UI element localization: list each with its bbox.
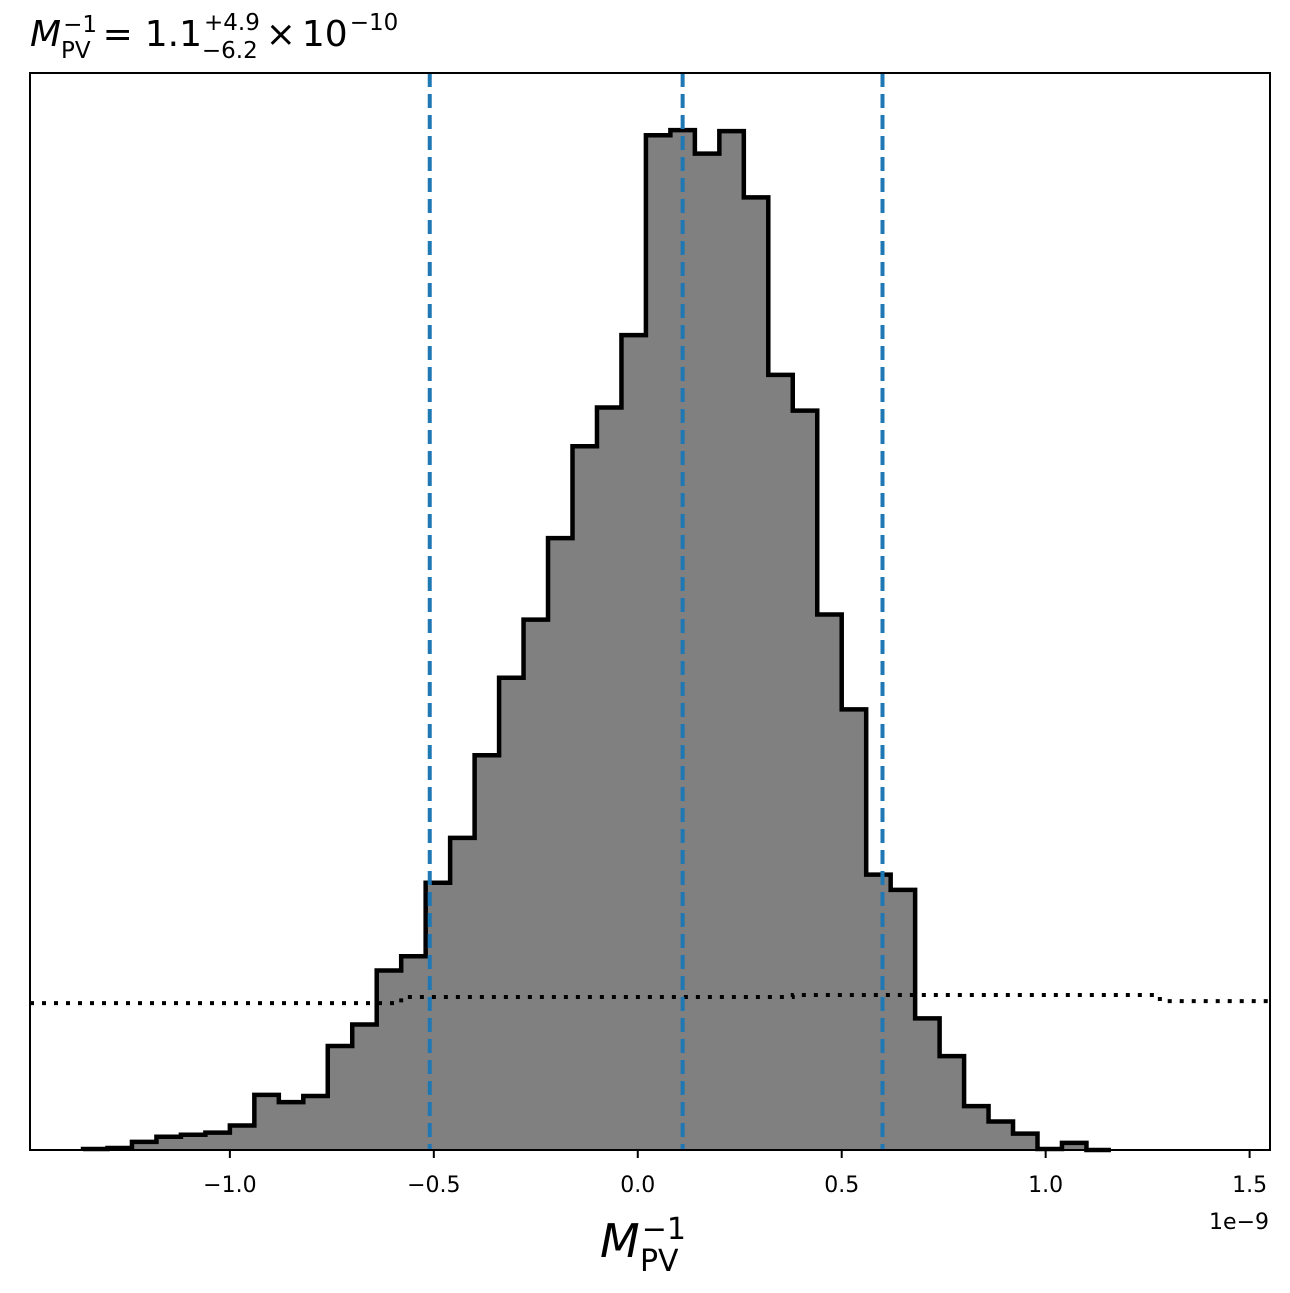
plot-area [30, 73, 1270, 1153]
histogram-bar [376, 970, 402, 1150]
histogram-bar [205, 1132, 231, 1150]
x-tick-label: 1.5 [1232, 1173, 1267, 1198]
histogram-bar [474, 755, 500, 1150]
histogram-bar [792, 410, 818, 1150]
histogram-bar [596, 407, 622, 1151]
axes-frame [29, 72, 1271, 1151]
histogram-bar [131, 1141, 157, 1150]
histogram-bar [401, 956, 427, 1150]
histogram-bar [817, 614, 843, 1150]
histogram-bar [743, 197, 769, 1150]
histogram-step-outline [80, 127, 1111, 1153]
chart-title: M−1 PV = 1.1+4.9 −6.2 × 10−10 [30, 10, 398, 64]
histogram-bar [1061, 1142, 1087, 1150]
prior-dotted-line [30, 992, 1270, 1006]
histogram-bar [939, 1056, 965, 1150]
histogram-outline [80, 127, 1111, 1153]
histogram-bar [915, 1018, 941, 1150]
quantile-lines [427, 73, 885, 1150]
histogram-bar [548, 538, 573, 1150]
histogram-bar [694, 153, 720, 1150]
x-offset-label: 1e−9 [1209, 1210, 1269, 1235]
x-tick-label: 0.0 [620, 1173, 655, 1198]
x-tick-label: −1.0 [203, 1173, 256, 1198]
prior-line [30, 992, 1270, 1006]
histogram-bar [645, 135, 671, 1150]
histogram-bar [1013, 1133, 1038, 1150]
histogram-bar [180, 1134, 206, 1150]
histogram-bar [719, 131, 745, 1150]
histogram-bar [523, 619, 549, 1150]
histogram-bar [156, 1136, 182, 1150]
histogram-bar [352, 1024, 378, 1150]
x-tick-label: −0.5 [407, 1173, 460, 1198]
histogram-bar [866, 874, 892, 1150]
x-axis-label: M−1 PV [600, 1212, 686, 1279]
histogram-bar [988, 1121, 1014, 1150]
histogram-bar [621, 335, 647, 1150]
histogram-bar [841, 709, 867, 1150]
histogram-bar [327, 1045, 353, 1150]
histogram-bar [278, 1102, 304, 1150]
histogram-bar [768, 374, 794, 1150]
histogram-bar [254, 1094, 280, 1150]
x-tick-label: 1.0 [1028, 1173, 1063, 1198]
histogram-bar [499, 677, 525, 1150]
histogram-bar [890, 889, 916, 1150]
histogram-bars [83, 130, 1087, 1151]
x-tick-label: 0.5 [824, 1173, 859, 1198]
x-axis-ticks: −1.0 −0.5 0.0 0.5 1.0 1.5 [203, 1150, 1267, 1198]
histogram-bar [572, 446, 598, 1150]
histogram-bar [964, 1106, 990, 1150]
histogram-bar [303, 1095, 329, 1150]
histogram-bar [229, 1125, 255, 1150]
histogram-bar [450, 837, 476, 1150]
